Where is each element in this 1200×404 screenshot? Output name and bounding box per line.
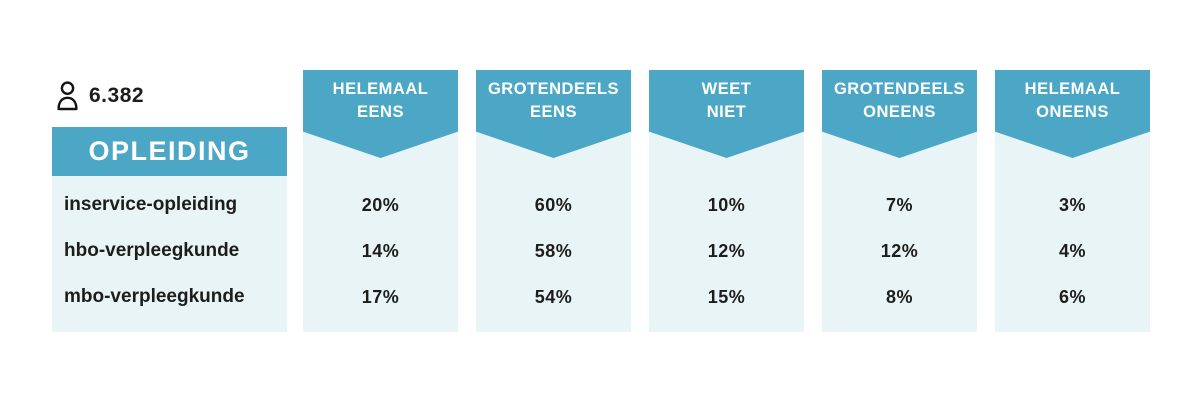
column-header-helemaal-oneens: HELEMAAL ONEENS <box>995 70 1150 158</box>
column-values: 7% 12% 8% <box>822 176 977 332</box>
column-header-grotendeels-oneens: GROTENDEELS ONEENS <box>822 70 977 158</box>
value-cell: 3% <box>1058 194 1086 215</box>
value-cell: 54% <box>534 286 573 307</box>
value-cell: 12% <box>880 240 919 261</box>
row-label-inservice-opleiding: inservice-opleiding <box>64 194 238 215</box>
column-helemaal-eens: HELEMAAL EENS 20% 14% 17% <box>303 70 458 332</box>
header-line: EENS <box>357 103 404 121</box>
row-label-mbo-verpleegkunde: mbo-verpleegkunde <box>64 286 245 307</box>
column-values: 10% 12% 15% <box>649 176 804 332</box>
value-cell: 8% <box>885 286 913 307</box>
value-cell: 6% <box>1058 286 1086 307</box>
sample-count: 6.382 <box>89 83 145 107</box>
row-group-header-opleiding: OPLEIDING <box>52 127 287 176</box>
column-header-weet-niet: WEET NIET <box>649 70 804 158</box>
column-values: 3% 4% 6% <box>995 176 1150 332</box>
column-grotendeels-eens: GROTENDEELS EENS 60% 58% 54% <box>476 70 631 332</box>
header-line: EENS <box>530 103 577 121</box>
person-icon <box>55 80 80 111</box>
value-cell: 58% <box>534 240 573 261</box>
column-weet-niet: WEET NIET 10% 12% 15% <box>649 70 804 332</box>
row-label-hbo-verpleegkunde: hbo-verpleegkunde <box>64 240 240 261</box>
column-header-helemaal-eens: HELEMAAL EENS <box>303 70 458 158</box>
column-header-label: WEET NIET <box>649 70 804 132</box>
header-line: HELEMAAL <box>1024 80 1121 98</box>
header-line: HELEMAAL <box>332 80 429 98</box>
header-line: ONEENS <box>863 103 936 121</box>
sample-size: 6.382 <box>55 80 144 111</box>
header-line: ONEENS <box>1036 103 1109 121</box>
column-header-label: HELEMAAL EENS <box>303 70 458 132</box>
header-line: GROTENDEELS <box>833 80 966 98</box>
value-cell: 14% <box>361 240 400 261</box>
header-line: WEET <box>701 80 752 98</box>
value-cell: 17% <box>361 286 400 307</box>
column-header-label: HELEMAAL ONEENS <box>995 70 1150 132</box>
value-cell: 15% <box>707 286 746 307</box>
column-grotendeels-oneens: GROTENDEELS ONEENS 7% 12% 8% <box>822 70 977 332</box>
row-group-title: OPLEIDING <box>88 136 251 166</box>
column-helemaal-oneens: HELEMAAL ONEENS 3% 4% 6% <box>995 70 1150 332</box>
column-values: 60% 58% 54% <box>476 176 631 332</box>
value-cell: 4% <box>1058 240 1086 261</box>
column-values: 20% 14% 17% <box>303 176 458 332</box>
column-header-label: GROTENDEELS ONEENS <box>822 70 977 132</box>
value-cell: 60% <box>534 194 573 215</box>
value-cell: 10% <box>707 194 746 215</box>
column-header-grotendeels-eens: GROTENDEELS EENS <box>476 70 631 158</box>
value-cell: 20% <box>361 194 400 215</box>
row-labels-block: inservice-opleiding hbo-verpleegkunde mb… <box>52 176 287 332</box>
header-line: GROTENDEELS <box>487 80 620 98</box>
value-cell: 7% <box>885 194 913 215</box>
column-header-label: GROTENDEELS EENS <box>476 70 631 132</box>
value-cell: 12% <box>707 240 746 261</box>
header-line: NIET <box>706 103 747 121</box>
